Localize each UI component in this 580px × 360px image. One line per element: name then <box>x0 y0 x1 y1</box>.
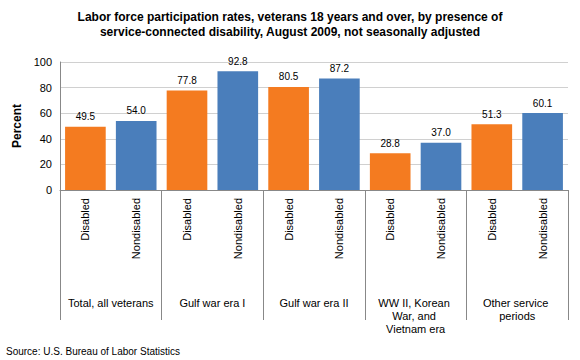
svg-text:Other service: Other service <box>483 297 551 309</box>
svg-text:Nondisabled: Nondisabled <box>130 198 142 259</box>
svg-text:80.5: 80.5 <box>279 71 299 82</box>
svg-text:20: 20 <box>40 158 52 170</box>
svg-text:Nondisabled: Nondisabled <box>537 198 549 259</box>
svg-text:77.8: 77.8 <box>177 75 197 86</box>
svg-text:periods: periods <box>499 310 536 322</box>
svg-text:37.0: 37.0 <box>431 127 451 138</box>
svg-text:Percent: Percent <box>10 104 24 148</box>
svg-text:60: 60 <box>40 107 52 119</box>
svg-text:100: 100 <box>34 56 52 68</box>
svg-text:Nondisabled: Nondisabled <box>333 198 345 259</box>
svg-text:Source: U.S. Bureau of Labor S: Source: U.S. Bureau of Labor Statistics <box>6 346 180 357</box>
svg-text:Gulf war era II: Gulf war era II <box>279 297 348 309</box>
svg-text:Nondisabled: Nondisabled <box>435 198 447 259</box>
svg-text:51.3: 51.3 <box>482 109 502 120</box>
svg-text:Total, all veterans: Total, all veterans <box>68 297 154 309</box>
svg-text:War, and: War, and <box>392 310 439 322</box>
svg-text:87.2: 87.2 <box>330 63 350 74</box>
svg-text:92.8: 92.8 <box>228 56 248 67</box>
svg-text:Disabled: Disabled <box>79 198 91 241</box>
svg-text:Disabled: Disabled <box>283 198 295 241</box>
svg-text:49.5: 49.5 <box>76 111 96 122</box>
svg-text:60.1: 60.1 <box>533 98 553 109</box>
svg-text:28.8: 28.8 <box>380 138 400 149</box>
svg-text:WW II, Korean: WW II, Korean <box>378 297 453 309</box>
svg-text:80: 80 <box>40 82 52 94</box>
svg-text:service-connected disability,: service-connected disability, August 200… <box>100 25 480 39</box>
svg-text:54.0: 54.0 <box>126 105 146 116</box>
svg-text:0: 0 <box>46 184 52 196</box>
svg-text:Vietnam era: Vietnam era <box>386 323 446 335</box>
svg-text:Disabled: Disabled <box>486 198 498 241</box>
svg-text:Nondisabled: Nondisabled <box>232 198 244 259</box>
svg-text:40: 40 <box>40 133 52 145</box>
svg-text:Gulf war era I: Gulf war era I <box>179 297 245 309</box>
svg-text:Disabled: Disabled <box>384 198 396 241</box>
svg-text:Labor force participation rate: Labor force participation rates, veteran… <box>78 10 504 24</box>
svg-text:Disabled: Disabled <box>181 198 193 241</box>
